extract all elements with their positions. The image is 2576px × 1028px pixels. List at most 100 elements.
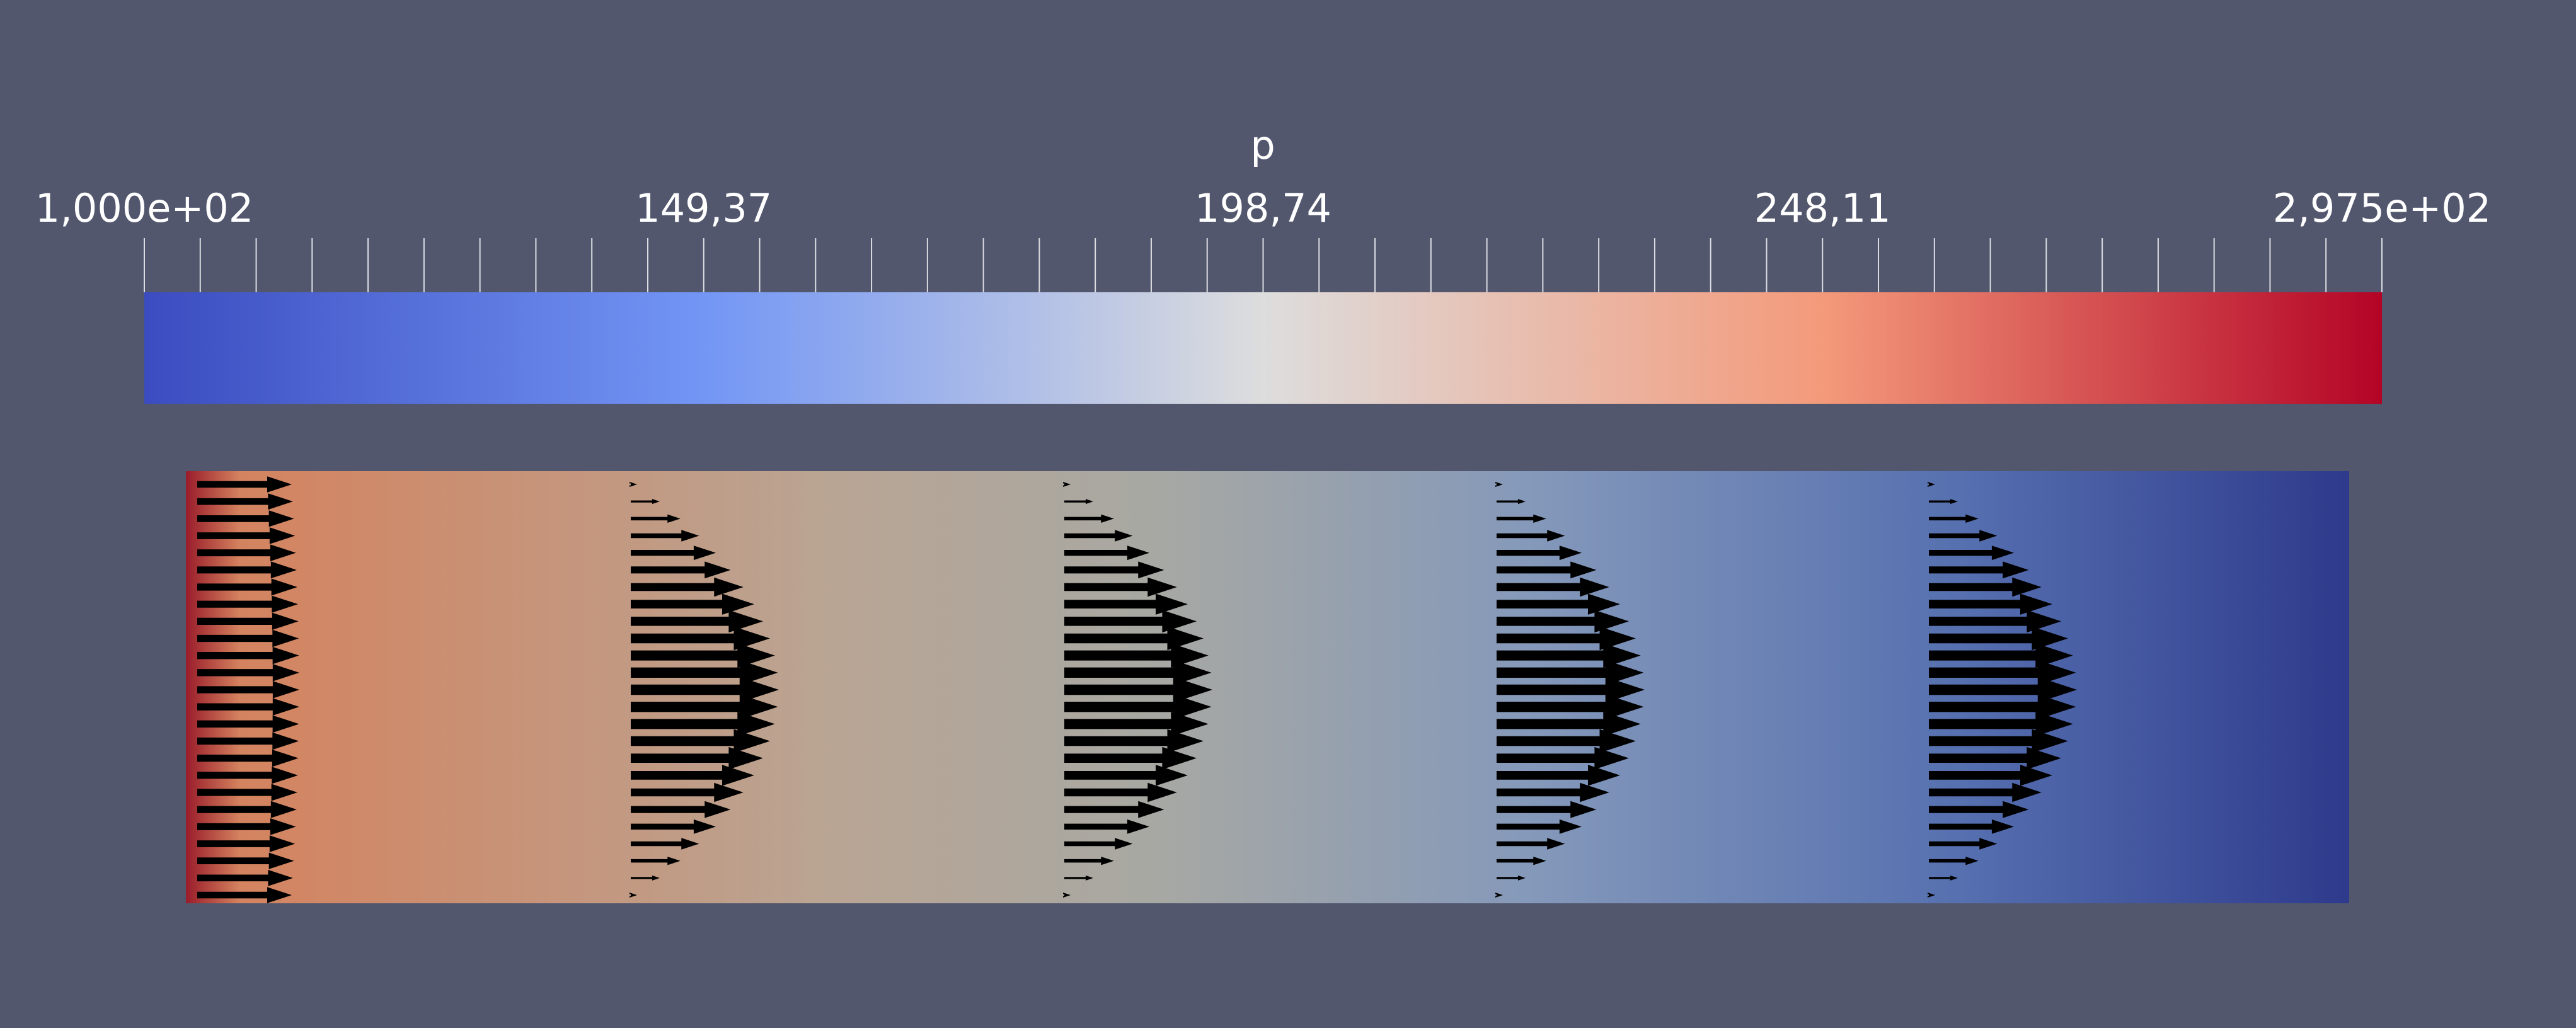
velocity-arrow xyxy=(197,664,299,682)
velocity-arrow xyxy=(1497,626,1636,651)
velocity-arrow xyxy=(1929,626,2068,651)
velocity-arrow xyxy=(1497,838,1565,850)
velocity-arrow xyxy=(631,530,699,542)
velocity-arrow xyxy=(631,782,744,802)
velocity-arrow xyxy=(197,801,297,818)
velocity-arrow xyxy=(1497,746,1629,770)
velocity-arrow xyxy=(631,729,770,753)
velocity-arrow xyxy=(197,835,296,852)
velocity-arrow xyxy=(1064,765,1188,786)
velocity-arrow xyxy=(631,514,681,523)
velocity-arrow xyxy=(631,819,716,834)
velocity-arrow xyxy=(631,801,731,818)
velocity-arrow xyxy=(197,578,297,596)
velocity-arrow xyxy=(1928,893,1935,898)
velocity-arrow xyxy=(1064,819,1149,834)
velocity-arrow xyxy=(197,681,299,699)
velocity-arrow xyxy=(1497,819,1582,834)
velocity-arrow xyxy=(197,629,299,648)
velocity-arrow xyxy=(197,767,298,784)
velocity-arrow xyxy=(631,765,754,786)
velocity-arrow xyxy=(197,698,299,716)
velocity-arrow xyxy=(1064,838,1133,850)
velocity-arrow xyxy=(1064,801,1164,818)
velocity-arrow xyxy=(1497,782,1609,802)
velocity-arrow xyxy=(1064,626,1204,651)
velocity-arrow xyxy=(197,544,296,561)
legend-label: 1,000e+02 xyxy=(35,185,253,231)
velocity-arrow xyxy=(1929,514,1979,523)
velocity-arrow xyxy=(1064,610,1197,633)
velocity-arrow xyxy=(1495,482,1503,487)
velocity-arrow xyxy=(1497,545,1582,561)
velocity-arrow xyxy=(1063,482,1071,487)
velocity-arrow xyxy=(197,732,299,750)
velocity-arrow xyxy=(197,715,299,733)
velocity-arrow xyxy=(1063,893,1071,898)
velocity-arrow xyxy=(1929,801,2029,818)
velocity-arrow xyxy=(1064,729,1204,753)
velocity-arrow xyxy=(1064,499,1093,505)
velocity-arrow xyxy=(1929,499,1958,505)
velocity-arrow xyxy=(1497,765,1620,786)
velocity-arrow xyxy=(1929,643,2073,668)
legend-label: 149,37 xyxy=(635,185,772,231)
velocity-arrow xyxy=(1064,643,1209,668)
velocity-arrow xyxy=(197,869,293,886)
velocity-arrow xyxy=(631,838,699,850)
velocity-arrow xyxy=(631,626,770,651)
velocity-arrow xyxy=(1064,875,1093,881)
velocity-arrow xyxy=(1497,856,1546,865)
velocity-arrow xyxy=(631,545,716,561)
velocity-arrow xyxy=(1928,482,1935,487)
velocity-arrow xyxy=(1497,643,1641,668)
velocity-arrow xyxy=(1497,499,1526,505)
velocity-glyphs xyxy=(197,476,2077,903)
velocity-arrow xyxy=(1064,746,1197,770)
velocity-arrow xyxy=(1929,561,2029,579)
velocity-arrow xyxy=(197,612,299,630)
velocity-arrow xyxy=(1497,610,1629,633)
velocity-arrow xyxy=(1929,782,2042,802)
velocity-arrow xyxy=(1929,729,2068,753)
velocity-arrow xyxy=(631,875,660,881)
velocity-arrow xyxy=(1497,530,1565,542)
velocity-arrow xyxy=(1495,893,1503,898)
velocity-arrow xyxy=(630,893,637,898)
velocity-arrow xyxy=(1929,856,1979,865)
velocity-arrow xyxy=(1929,593,2052,615)
velocity-arrow xyxy=(1064,577,1177,597)
velocity-arrow xyxy=(1064,782,1177,802)
legend-label: 2,975e+02 xyxy=(2273,185,2491,231)
velocity-arrow xyxy=(631,746,763,770)
velocity-arrow xyxy=(197,595,298,613)
velocity-arrow xyxy=(1064,530,1133,542)
velocity-arrow xyxy=(1929,711,2073,736)
velocity-arrow xyxy=(631,561,731,579)
velocity-arrow xyxy=(197,646,299,665)
velocity-arrow xyxy=(197,784,297,801)
velocity-arrow xyxy=(197,493,293,510)
velocity-arrow xyxy=(1497,875,1526,881)
velocity-arrow xyxy=(1929,875,1958,881)
velocity-arrow xyxy=(1929,746,2061,770)
velocity-arrow xyxy=(1064,561,1164,579)
velocity-arrow xyxy=(1497,561,1597,579)
velocity-arrow xyxy=(1064,593,1188,615)
velocity-arrow xyxy=(197,852,294,869)
velocity-arrow xyxy=(1929,530,1998,542)
velocity-arrow xyxy=(631,610,763,633)
velocity-arrow xyxy=(197,527,296,544)
velocity-arrow xyxy=(1929,610,2061,633)
legend-label: 198,74 xyxy=(1195,185,1331,231)
velocity-arrow xyxy=(631,499,660,505)
velocity-arrow xyxy=(1497,577,1609,597)
velocity-arrow xyxy=(1497,593,1620,615)
velocity-arrow xyxy=(631,577,744,597)
velocity-arrow xyxy=(1929,545,2014,561)
color-bar xyxy=(144,292,2382,404)
velocity-arrow xyxy=(1064,711,1209,736)
legend-ticks xyxy=(144,238,2383,292)
legend-title: p xyxy=(1250,122,1275,168)
